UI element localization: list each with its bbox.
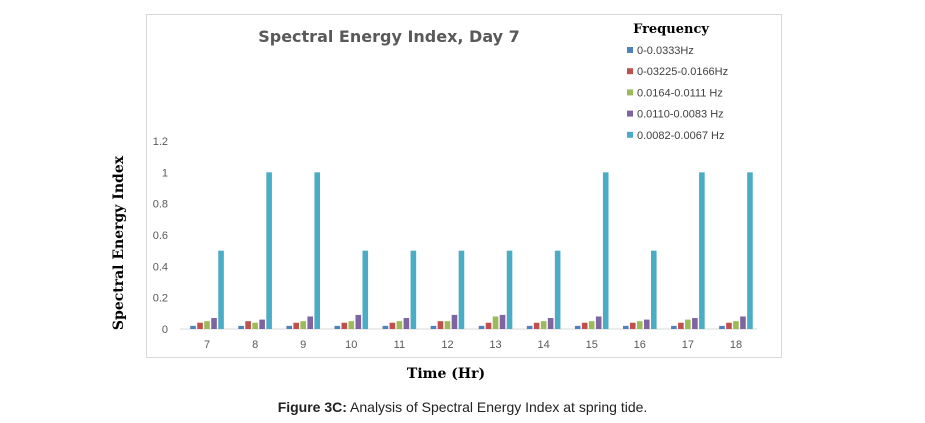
legend-label-3: 0.0164-0.0111 Hz (637, 87, 723, 99)
bar-series5-7 (218, 250, 224, 329)
bar-series5-17 (699, 172, 705, 329)
bar-series2-7 (197, 322, 203, 329)
x-tick-label: 14 (538, 339, 550, 351)
legend-label-4: 0.0110-0.0083 Hz (637, 109, 724, 121)
x-tick-label: 13 (489, 339, 501, 351)
x-tick-label: 12 (441, 339, 453, 351)
bar-series5-15 (602, 172, 609, 329)
y-tick-label: 0.2 (153, 293, 168, 305)
bar-series1-13 (478, 325, 485, 329)
bar-series4-8 (259, 319, 265, 329)
legend-swatch-1 (627, 47, 633, 53)
bar-series5-13 (506, 250, 513, 329)
bar-series2-9 (293, 322, 300, 329)
bar-series2-15 (581, 322, 588, 329)
bar-series5-10 (362, 250, 369, 329)
x-tick-label: 18 (730, 339, 742, 351)
bar-series1-16 (622, 325, 629, 329)
y-tick-label: 1 (162, 167, 168, 179)
bar-series1-10 (334, 325, 341, 329)
bar-series4-11 (403, 318, 410, 329)
y-tick-label: 1.2 (153, 136, 168, 148)
bar-series5-9 (314, 172, 321, 329)
x-tick-label: 11 (394, 339, 405, 351)
caption-text: Analysis of Spectral Energy Index at spr… (346, 399, 648, 415)
bar-series1-11 (382, 325, 389, 329)
x-tick-label: 8 (252, 339, 258, 351)
bar-series4-15 (595, 316, 602, 329)
bar-series4-16 (643, 319, 650, 329)
bar-series3-7 (204, 321, 210, 329)
y-axis-label: Spectral Energy Index (111, 155, 127, 330)
x-tick-label: 10 (345, 339, 357, 351)
bar-series2-12 (437, 321, 444, 329)
bar-series3-8 (252, 322, 258, 329)
bar-series5-14 (554, 250, 561, 329)
legend-label-5: 0.0082-0.0067 Hz (637, 130, 724, 142)
bar-series3-12 (444, 321, 451, 329)
chart-title: Spectral Energy Index, Day 7 (258, 27, 520, 46)
bar-series1-18 (719, 325, 725, 329)
x-tick-label: 17 (682, 339, 694, 351)
legend: 0-0.0333Hz 0-03225-0.0166Hz 0.0164-0.0111 … (627, 45, 728, 142)
y-tick-label: 0.8 (153, 199, 168, 211)
spectral-energy-chart: Spectral Energy Index, Day 7 Spectral En… (111, 22, 757, 382)
bar-series5-8 (266, 172, 272, 329)
bar-series2-8 (245, 321, 251, 329)
bar-series3-18 (733, 321, 739, 329)
bar-series2-17 (678, 322, 684, 329)
bar-series3-15 (588, 321, 595, 329)
bar-series3-13 (492, 316, 499, 329)
figure-caption: Figure 3C: Analysis of Spectral Energy I… (0, 399, 925, 415)
legend-swatch-5 (627, 131, 633, 138)
bar-series4-14 (547, 318, 554, 329)
bar-series4-13 (499, 314, 506, 329)
bar-series3-16 (636, 321, 643, 329)
y-tick-label: 0.6 (153, 230, 168, 242)
bar-series4-7 (211, 318, 217, 329)
legend-swatch-4 (627, 110, 633, 117)
caption-label: Figure 3C: (277, 399, 347, 415)
legend-label-1: 0-0.0333Hz (637, 45, 694, 57)
bar-series3-10 (348, 321, 355, 329)
bar-series5-12 (458, 250, 465, 329)
y-tick-label: 0 (162, 324, 168, 336)
x-axis-label: Time (Hr) (407, 366, 485, 382)
bar-series3-14 (540, 321, 547, 329)
bar-series1-12 (430, 325, 437, 329)
bar-series2-16 (629, 322, 636, 329)
legend-label-2: 0-03225-0.0166Hz (637, 66, 728, 78)
bar-series1-15 (574, 325, 581, 329)
bar-series2-14 (533, 322, 540, 329)
x-tick-label: 15 (586, 339, 598, 351)
bar-series4-10 (355, 314, 362, 329)
y-tick-label: 0.4 (153, 261, 168, 273)
bar-series2-10 (341, 322, 348, 329)
bar-series1-17 (671, 325, 677, 329)
bar-series4-12 (451, 314, 458, 329)
bar-series3-9 (300, 321, 307, 329)
legend-swatch-2 (627, 68, 633, 75)
bar-series1-14 (526, 325, 533, 329)
bar-series1-7 (190, 325, 196, 329)
bar-series2-13 (485, 322, 492, 329)
bar-series1-9 (286, 325, 293, 329)
bar-series3-17 (685, 319, 691, 329)
bar-series3-11 (396, 321, 403, 329)
legend-title: Frequency (633, 22, 709, 37)
bar-series4-9 (307, 316, 314, 329)
bar-series4-18 (740, 316, 746, 329)
x-tick-label: 16 (634, 339, 646, 351)
x-tick-label: 9 (300, 339, 306, 351)
bar-series2-18 (726, 322, 732, 329)
x-tick-label: 7 (204, 339, 210, 351)
bar-series2-11 (389, 322, 396, 329)
bar-series1-8 (238, 325, 244, 329)
bar-series5-11 (410, 250, 417, 329)
bar-series5-16 (650, 250, 657, 329)
bar-series4-17 (692, 318, 698, 329)
bar-series5-18 (747, 172, 753, 329)
legend-swatch-3 (627, 89, 633, 96)
